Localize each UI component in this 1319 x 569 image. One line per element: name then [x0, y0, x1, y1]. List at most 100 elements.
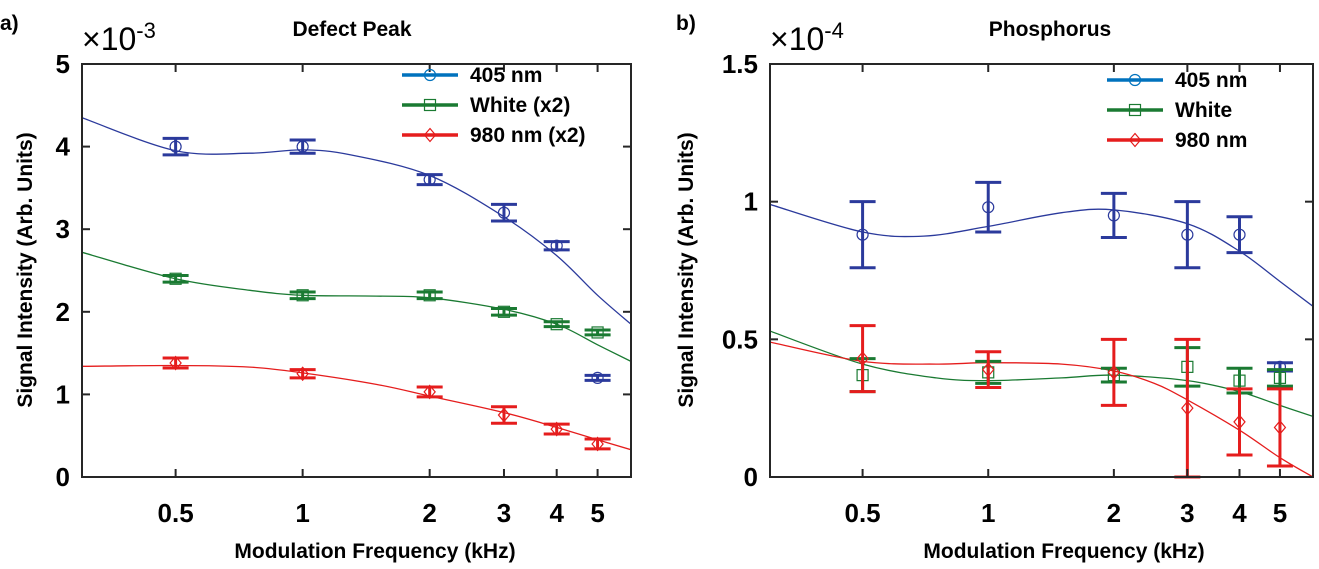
panel-a-y-axis-label: Signal Intensity (Arb. Units): [14, 132, 37, 407]
panel-b-x-tick-label-3: 3: [1180, 498, 1194, 528]
panel-a-error-bar-2-0: [162, 356, 189, 370]
panel-b-error-bar-2-0: [849, 324, 876, 394]
panel-a-x-tick-label-5: 5: [590, 498, 604, 528]
panel-a-error-bar-0-4: [543, 240, 570, 252]
panel-a-x-tick-label-3: 3: [497, 498, 511, 528]
panel-a-x-tick-label-1: 1: [295, 498, 309, 528]
panel-b-fit-line-1: [770, 330, 1313, 418]
panel-b-point-2-2: [1107, 364, 1121, 380]
panel-b-point-0-4: [1233, 228, 1246, 241]
panel-b-y-multiplier: ×10-4: [770, 18, 844, 57]
panel-b-error-bar-0-0: [849, 200, 876, 270]
panel-a-point-0-1: [296, 140, 309, 153]
panel-a-error-bar-1-5: [584, 328, 611, 337]
panel-b-point-2-4: [1233, 414, 1246, 430]
panel-a-legend-label-2: 980 nm (x2): [470, 124, 586, 147]
panel-a-point-0-0: [169, 140, 182, 153]
panel-a-legend: 405 nm White (x2) 980 nm (x2): [402, 64, 586, 147]
panel-a-point-0-5: [591, 371, 604, 384]
panel-b-legend: 405 nm White 980 nm: [1107, 69, 1247, 152]
panel-b-y-tick-label-0: 0: [744, 462, 758, 492]
panel-a-error-bar-0-1: [289, 138, 316, 155]
panel-a-data-points: [162, 136, 611, 452]
panel-b-axes-box: [769, 63, 1314, 478]
panel-a-point-1-3: [497, 305, 511, 318]
panel-a-y-tick-label-0: 0: [56, 462, 70, 492]
panel-b-title: Phosphorus: [989, 18, 1112, 41]
panel-a-x-tick-label-0: 0.5: [158, 498, 194, 528]
panel-b-error-bar-2-1: [975, 350, 1002, 390]
panel-b-x-tick-label-4: 4: [1232, 498, 1247, 528]
panel-a-error-bar-2-3: [490, 405, 517, 425]
panel-b-legend-label-0: 405 nm: [1175, 69, 1247, 92]
panel-a-legend-marker-1: [423, 98, 437, 112]
panel-b-point-1-4: [1233, 374, 1246, 387]
panel-a-error-bar-1-3: [490, 306, 517, 317]
panel-a: a) Defect Peak ×10-3 Modulation Frequenc…: [0, 12, 632, 563]
panel-a-point-0-2: [423, 173, 436, 186]
panel-b: b) Phosphorus ×10-4 Modulation Frequency…: [675, 12, 1314, 563]
panel-b-legend-label-1: White: [1175, 99, 1232, 122]
panel-a-legend-marker-2: [423, 127, 437, 143]
panel-b-label: b): [676, 12, 696, 35]
panel-a-point-1-5: [591, 326, 604, 339]
panel-b-data-points: [849, 180, 1293, 479]
panel-b-error-bar-0-2: [1100, 191, 1127, 239]
panel-b-point-0-2: [1107, 209, 1120, 222]
panel-b-error-bar-2-5: [1266, 387, 1293, 468]
panel-a-error-bar-2-1: [289, 368, 316, 380]
panel-a-fit-curves: [82, 117, 631, 451]
panel-a-point-2-4: [550, 421, 563, 437]
panel-a-fit-line-0: [82, 117, 631, 325]
panel-b-legend-marker-1: [1128, 103, 1142, 117]
panel-b-point-2-5: [1273, 420, 1287, 435]
panel-a-point-1-4: [550, 318, 563, 331]
panel-b-legend-label-2: 980 nm: [1175, 129, 1247, 152]
panel-a-legend-marker-0: [423, 68, 437, 82]
panel-a-y-tick-label-5: 5: [56, 49, 70, 79]
panel-a-x-tick-label-2: 2: [422, 498, 436, 528]
panel-a-point-2-1: [296, 366, 309, 382]
panel-b-x-tick-label-1: 1: [981, 498, 995, 528]
panel-a-error-bar-2-4: [543, 422, 570, 436]
panel-b-legend-marker-0: [1128, 73, 1142, 87]
panel-a-error-bar-1-0: [162, 273, 189, 284]
panel-a-y-tick-label-1: 1: [56, 379, 70, 409]
panel-b-y-tick-label-1: 0.5: [722, 324, 758, 354]
panel-b-y-axis-label: Signal Intensity (Arb. Units): [675, 132, 698, 407]
panel-b-error-bar-0-4: [1226, 215, 1253, 255]
panel-a-fit-line-1: [82, 251, 631, 362]
panel-a-error-bar-0-5: [584, 373, 611, 382]
panel-a-fit-line-2: [82, 364, 631, 451]
panel-a-point-0-4: [550, 239, 563, 252]
panel-a-point-2-3: [497, 407, 511, 423]
panel-b-point-2-0: [856, 351, 869, 367]
panel-b-y-tick-label-2: 1: [744, 187, 758, 217]
panel-a-axes-box: [81, 63, 632, 478]
panel-b-x-tick-label-0: 0.5: [845, 498, 881, 528]
panel-a-y-tick-label-4: 4: [56, 132, 71, 162]
panel-b-fit-line-0: [770, 203, 1313, 307]
panel-a-point-1-0: [169, 272, 182, 285]
panel-b-x-tick-label-5: 5: [1273, 498, 1287, 528]
panel-b-plot-area: 0 0.5 1 1.5 0.5 1 2 3 4 5 405 nm White 980 nm: [722, 49, 1314, 528]
panel-a-point-0-3: [497, 206, 511, 219]
panel-a-x-tick-label-4: 4: [549, 498, 564, 528]
panel-a-title: Defect Peak: [292, 18, 411, 41]
panel-b-error-bar-0-1: [975, 180, 1002, 234]
panel-a-point-1-1: [296, 289, 309, 302]
panel-a-error-bar-1-2: [416, 290, 443, 301]
panel-b-error-bar-0-3: [1174, 200, 1201, 270]
panel-b-error-bar-2-3: [1174, 337, 1201, 479]
panel-a-x-axis-label: Modulation Frequency (kHz): [234, 540, 515, 563]
panel-b-error-bar-2-2: [1100, 337, 1127, 407]
panel-b-point-2-3: [1181, 400, 1194, 416]
panel-a-point-2-0: [169, 355, 182, 371]
panel-b-fit-curves: [770, 203, 1313, 477]
panel-a-point-1-2: [423, 289, 436, 302]
panel-a-legend-label-0: 405 nm: [470, 64, 542, 87]
panel-b-fit-line-2: [770, 341, 1313, 477]
panel-a-point-2-2: [423, 384, 436, 400]
panel-b-point-2-1: [981, 362, 995, 378]
